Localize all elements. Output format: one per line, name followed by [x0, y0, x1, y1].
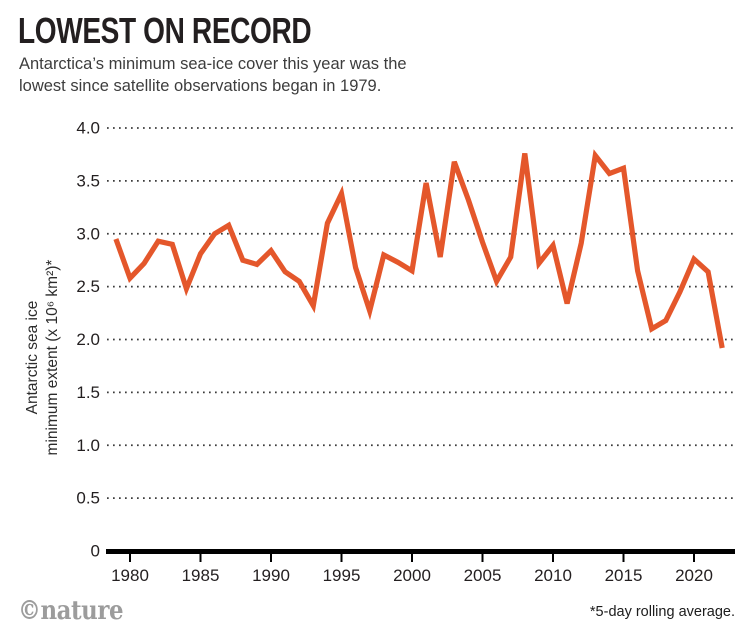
x-tick-label: 1985: [182, 566, 220, 585]
y-tick-label: 1.5: [76, 383, 100, 402]
y-tick-label: 0.5: [76, 489, 100, 508]
chart-subtitle-line1: Antarctica’s minimum sea-ice cover this …: [19, 55, 407, 73]
sea-ice-line: [113, 149, 725, 349]
y-tick-label: 4.0: [76, 119, 100, 138]
x-tick-label: 1995: [323, 566, 361, 585]
x-tick-label: 2015: [605, 566, 643, 585]
y-tick-label: 1.0: [76, 436, 100, 455]
y-tick-label: 0: [91, 542, 100, 561]
x-tick-label: 2010: [534, 566, 572, 585]
chart-subtitle-line2: lowest since satellite observations bega…: [19, 77, 382, 95]
y-axis-label-line2: minimum extent (x 10⁶ km²)*: [44, 260, 61, 456]
x-tick-label: 1990: [252, 566, 290, 585]
y-tick-label: 2.0: [76, 330, 100, 349]
footnote: *5-day rolling average.: [589, 604, 735, 620]
chart-subtitle: Antarctica’s minimum sea-ice cover this …: [19, 53, 407, 97]
x-tick-label: 2020: [675, 566, 713, 585]
y-tick-label: 2.5: [76, 277, 100, 296]
x-tick-label: 2005: [464, 566, 502, 585]
y-tick-label: 3.0: [76, 224, 100, 243]
chart-title: LOWEST ON RECORD: [18, 10, 312, 51]
y-axis-label-line1: Antarctic sea ice: [24, 301, 41, 415]
x-tick-label: 2000: [393, 566, 431, 585]
x-tick-label: 1980: [111, 566, 149, 585]
x-axis-line: [106, 549, 735, 554]
nature-logo: ©nature: [18, 596, 124, 626]
y-tick-label: 3.5: [76, 171, 100, 190]
